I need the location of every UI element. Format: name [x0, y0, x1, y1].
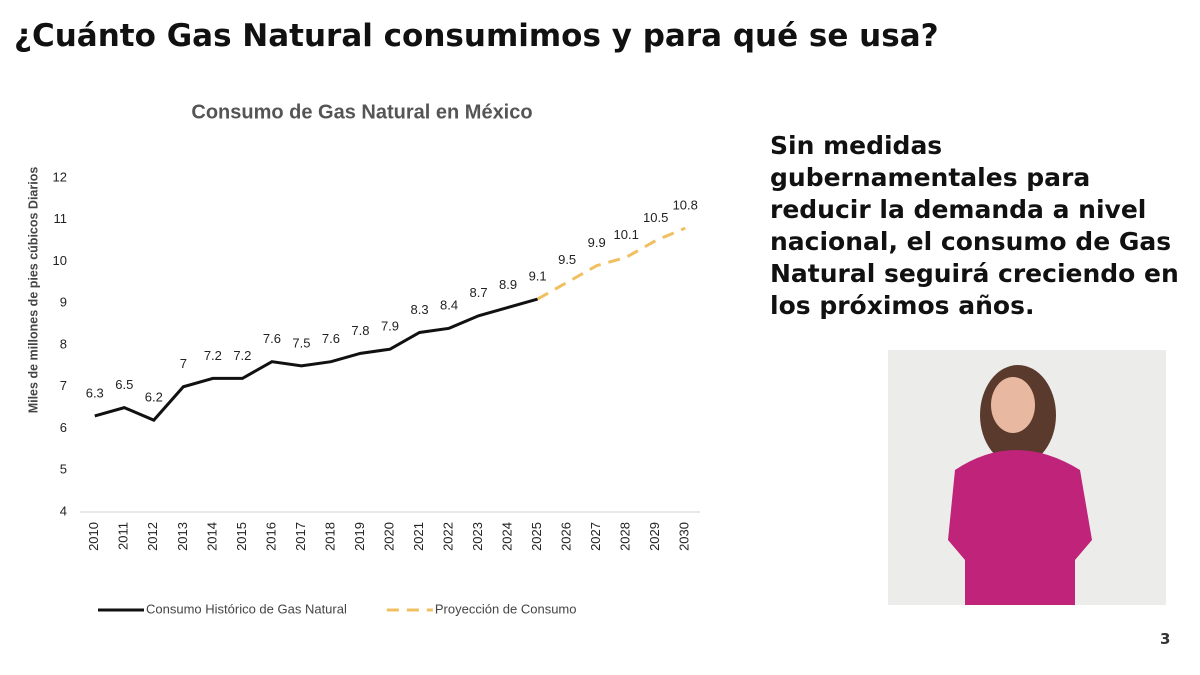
x-tick-label: 2015	[234, 522, 249, 551]
data-label: 6.3	[86, 385, 104, 400]
x-tick-label: 2013	[175, 522, 190, 551]
y-tick-label: 5	[60, 462, 67, 477]
data-label: 10.8	[673, 198, 698, 213]
series-line	[536, 226, 686, 301]
x-tick-label: 2030	[677, 522, 692, 551]
x-tick-label: 2018	[322, 522, 337, 551]
y-tick-label: 12	[53, 169, 67, 184]
data-label: 7	[180, 356, 187, 371]
x-tick-label: 2023	[470, 522, 485, 551]
legend-label: Consumo Histórico de Gas Natural	[146, 601, 347, 616]
legend-label: Proyección de Consumo	[435, 601, 577, 616]
x-tick-label: 2022	[440, 522, 455, 551]
data-label: 7.8	[351, 323, 369, 338]
slide-heading: ¿Cuánto Gas Natural consumimos y para qu…	[14, 18, 939, 54]
data-label: 9.5	[558, 252, 576, 267]
x-tick-label: 2012	[145, 522, 160, 551]
series-line	[94, 297, 539, 422]
data-label: 6.2	[145, 390, 163, 405]
x-tick-label: 2020	[381, 522, 396, 551]
data-label: 9.1	[529, 269, 547, 284]
x-tick-label: 2029	[647, 522, 662, 551]
y-tick-label: 10	[53, 253, 67, 268]
face	[991, 377, 1035, 433]
y-tick-label: 11	[54, 211, 68, 226]
x-tick-label: 2011	[116, 522, 131, 550]
chart-title: Consumo de Gas Natural en México	[191, 101, 532, 123]
data-label: 7.5	[292, 335, 310, 350]
x-tick-label: 2016	[263, 522, 278, 551]
x-tick-label: 2026	[559, 522, 574, 551]
data-label: 8.3	[410, 302, 428, 317]
x-tick-label: 2014	[204, 522, 219, 551]
data-label: 7.6	[322, 331, 340, 346]
y-tick-label: 8	[60, 336, 67, 351]
data-label: 10.5	[643, 210, 668, 225]
data-label: 7.2	[204, 348, 222, 363]
interpreter-video	[888, 350, 1166, 605]
data-label: 8.9	[499, 277, 517, 292]
data-label: 7.9	[381, 319, 399, 334]
y-tick-label: 9	[60, 295, 67, 310]
data-label: 7.2	[233, 348, 251, 363]
x-tick-label: 2027	[588, 522, 603, 551]
data-label: 10.1	[614, 227, 639, 242]
x-tick-label: 2028	[618, 522, 633, 551]
x-tick-label: 2021	[411, 522, 426, 551]
slide-body: Sin medidas gubernamentales para reducir…	[770, 131, 1179, 320]
y-tick-label: 6	[60, 420, 67, 435]
data-label: 7.6	[263, 331, 281, 346]
body	[948, 450, 1092, 605]
data-label: 9.9	[588, 235, 606, 250]
y-axis-label: Miles de millones de pies cúbicos Diario…	[26, 167, 40, 414]
page-number: 3	[1160, 630, 1171, 648]
x-tick-label: 2019	[352, 522, 367, 551]
x-tick-label: 2025	[529, 522, 544, 551]
data-label: 8.4	[440, 298, 458, 313]
data-label: 8.7	[470, 285, 488, 300]
y-tick-label: 4	[60, 503, 67, 518]
x-tick-label: 2017	[293, 522, 308, 551]
x-tick-label: 2024	[500, 522, 515, 551]
x-tick-label: 2010	[86, 522, 101, 551]
y-tick-label: 7	[60, 378, 67, 393]
data-label: 6.5	[115, 377, 133, 392]
